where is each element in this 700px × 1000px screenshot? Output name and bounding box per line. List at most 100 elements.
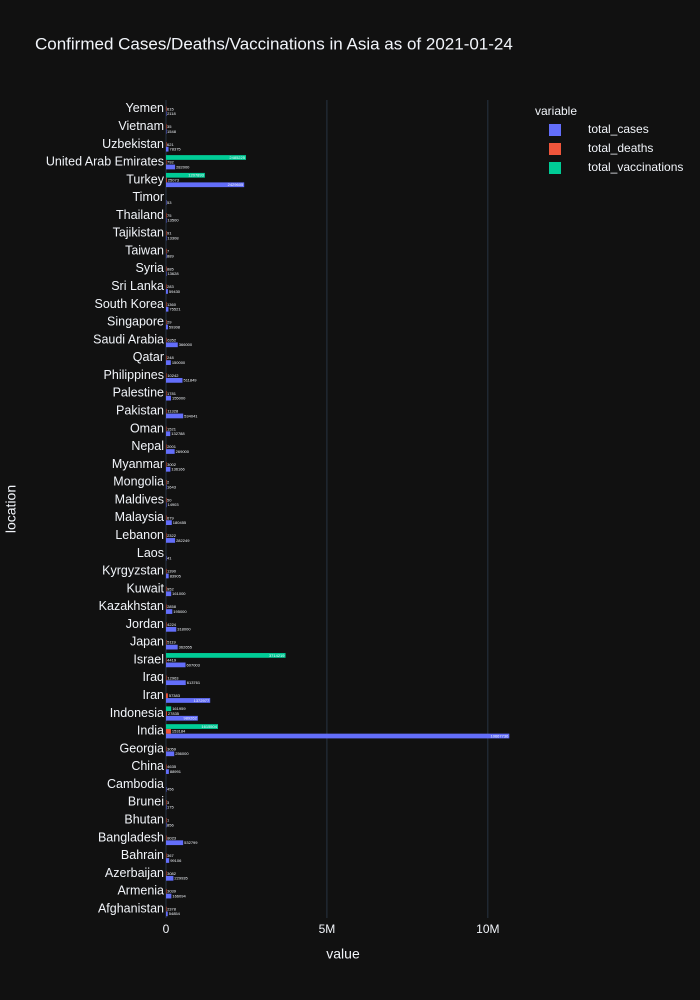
data-label: 3 [167, 800, 170, 805]
bar [166, 711, 167, 716]
bar [166, 142, 167, 147]
y-tick-label: Cambodia [107, 777, 164, 791]
y-tick-label: Timor [133, 190, 164, 204]
bar [166, 724, 218, 729]
data-label: 456 [167, 787, 174, 792]
y-tick-label: South Korea [95, 297, 165, 311]
data-label: 621 [167, 142, 174, 147]
data-label: 1615504 [201, 724, 217, 729]
data-label: 367 [167, 853, 174, 858]
data-label: 4419 [167, 658, 177, 663]
bar [166, 764, 167, 770]
data-label: 2 [167, 480, 170, 485]
data-label: 10667736 [491, 733, 510, 738]
bar [166, 355, 167, 361]
bar [166, 337, 167, 343]
data-label: 99106 [170, 858, 182, 863]
data-label: 318000 [177, 627, 191, 632]
bar [166, 200, 167, 205]
legend-swatch [549, 124, 561, 136]
data-label: 13500 [167, 218, 179, 223]
bar [166, 391, 167, 396]
bar [166, 751, 175, 757]
bar [166, 324, 168, 330]
bar [166, 159, 167, 165]
bar [166, 479, 167, 485]
bar [166, 653, 286, 658]
x-tick-label: 0 [163, 922, 170, 936]
y-tick-label: Japan [130, 635, 164, 649]
y-tick-label: Singapore [107, 315, 164, 329]
data-label: 256000 [175, 751, 189, 756]
y-tick-label: Thailand [116, 208, 164, 222]
bar [166, 449, 175, 454]
data-label: 3714219 [269, 653, 285, 658]
data-label: 8023 [167, 835, 177, 840]
bar [166, 306, 169, 312]
bar [166, 538, 176, 543]
data-label: 5119 [167, 640, 176, 645]
bar [166, 639, 167, 645]
data-label: 12963 [167, 675, 179, 680]
data-label: 83905 [170, 573, 182, 578]
legend-swatch [549, 162, 561, 174]
y-tick-label: Afghanistan [98, 901, 164, 915]
y-tick-label: Nepal [131, 439, 164, 453]
bar [166, 484, 167, 490]
bar [166, 106, 167, 112]
bar [166, 591, 172, 597]
y-tick-label: Oman [130, 421, 164, 435]
data-label: 229935 [174, 876, 188, 881]
bar [166, 164, 176, 170]
bar [166, 408, 167, 414]
y-tick-label: Tajikistan [113, 226, 164, 240]
bar [166, 378, 183, 383]
data-label: 54854 [169, 911, 181, 916]
bar [166, 693, 168, 699]
y-tick-label: Kazakhstan [99, 599, 164, 613]
data-label: 53 [167, 200, 172, 205]
data-label: 2378 [167, 906, 177, 911]
data-label: 180455 [173, 520, 187, 525]
data-label: 195000 [173, 609, 187, 614]
data-label: 88991 [170, 769, 182, 774]
data-label: 248 [167, 355, 174, 360]
y-tick-label: Kyrgyzstan [102, 564, 164, 578]
data-label: 59308 [169, 324, 181, 329]
y-tick-label: Bangladesh [98, 830, 164, 844]
data-label: 3002 [167, 462, 177, 467]
data-label: 35 [167, 124, 172, 129]
bar [166, 626, 177, 632]
bar [166, 319, 167, 325]
bar [166, 431, 171, 437]
bar [166, 373, 167, 379]
bar [166, 466, 171, 472]
bar [166, 182, 245, 188]
y-tick-label: Jordan [126, 617, 164, 631]
bar [166, 822, 167, 828]
y-tick-label: Brunei [128, 795, 164, 809]
bar [166, 444, 167, 450]
bar [166, 213, 167, 218]
data-label: 2001 [167, 444, 177, 449]
data-label: 7 [167, 249, 170, 254]
data-label: 50 [167, 497, 172, 502]
data-label: 283 [167, 284, 174, 289]
data-label: 3039 [167, 889, 177, 894]
bar [166, 911, 168, 917]
bar [166, 177, 167, 183]
bar [166, 395, 171, 401]
data-label: 132788 [171, 431, 185, 436]
bar [166, 853, 167, 859]
bar [166, 271, 167, 277]
data-label: 1207893 [188, 173, 204, 178]
data-label: 13308 [167, 235, 179, 240]
data-label: 175 [167, 805, 174, 810]
bar [166, 715, 198, 721]
data-label: 613761 [187, 680, 201, 685]
data-label: 3059 [167, 746, 177, 751]
y-tick-label: Yemen [126, 101, 165, 115]
data-label: 269000 [176, 449, 190, 454]
